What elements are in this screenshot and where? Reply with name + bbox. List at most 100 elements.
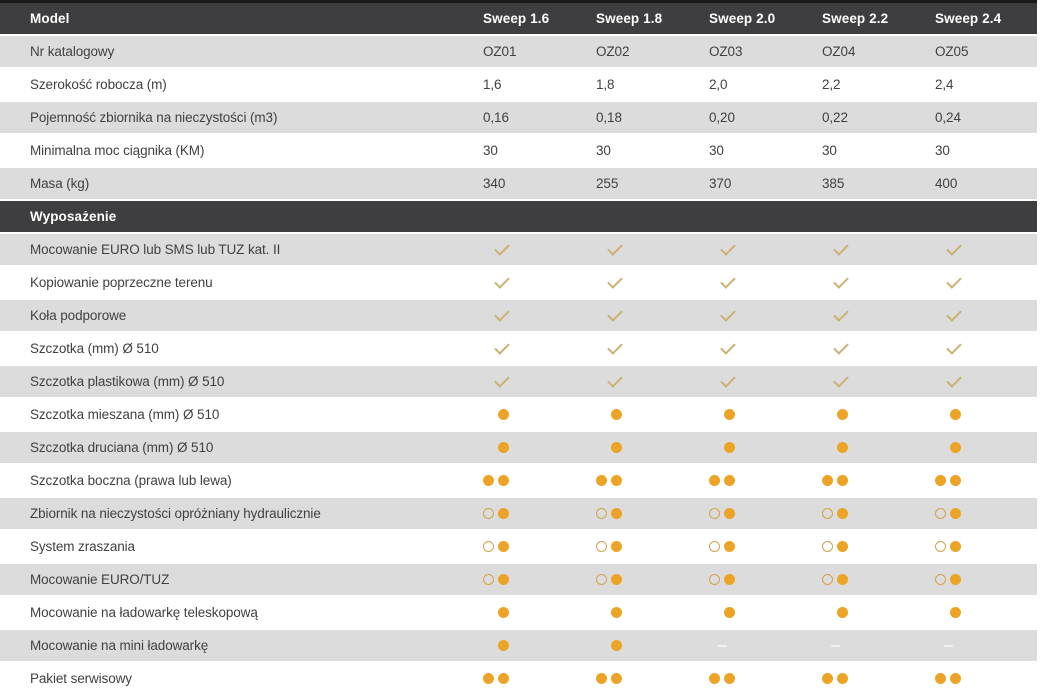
spec-value-col4: 2,2 [811,69,924,100]
filled-circle-icon [837,574,848,585]
filled-circle-icon [498,442,509,453]
icon-group [483,338,510,355]
check-icon [607,305,623,322]
hollow-circle-icon [483,541,494,552]
equipment-value-cell-col3 [698,663,811,694]
icon-group [596,508,622,519]
check-icon [607,338,623,355]
equipment-value-cell-col2 [585,630,698,661]
icon-group [483,475,509,486]
spec-row-label: Minimalna moc ciągnika (KM) [0,135,472,166]
icon-group [596,371,623,388]
equipment-value-cell-col1 [472,300,585,331]
filled-circle-icon [611,442,622,453]
filled-circle-icon [611,541,622,552]
spec-value-col5: 0,24 [924,102,1037,133]
icon-group [935,272,962,289]
icon-group [822,673,848,684]
spec-row-label: Nr katalogowy [0,36,472,67]
section-header-row: Wyposażenie [0,201,1037,234]
filled-circle-icon [724,607,735,618]
equipment-row: Szczotka plastikowa (mm) Ø 510 [0,366,1037,399]
equipment-value-cell-col3 [698,498,811,529]
equipment-value-cell-col4 [811,597,924,628]
icon-group [483,371,510,388]
equipment-value-cell-col5 [924,531,1037,562]
icon-group [935,371,962,388]
equipment-value-cell-col3 [698,630,811,661]
icon-group [822,442,848,453]
spec-value-col3: 30 [698,135,811,166]
equipment-value-cell-col1 [472,432,585,463]
check-icon [946,371,962,388]
spec-value-col2-text: OZ02 [596,44,630,59]
filled-circle-icon [611,673,622,684]
icon-group [935,541,961,552]
filled-circle-icon [611,409,622,420]
filled-circle-icon [950,508,961,519]
icon-group [935,305,962,322]
icon-group [822,574,848,585]
equipment-value-cell-col1 [472,531,585,562]
icon-group [709,442,735,453]
spec-value-col5: OZ05 [924,36,1037,67]
equipment-row-label-text: Mocowanie na ładowarkę teleskopową [30,605,258,620]
spec-value-col4: 385 [811,168,924,199]
spec-value-col4-text: 385 [822,176,845,191]
equipment-value-cell-col2 [585,564,698,595]
equipment-row: Koła podporowe [0,300,1037,333]
icon-group [483,442,509,453]
spec-value-col1: 1,6 [472,69,585,100]
icon-group [596,574,622,585]
check-icon [946,239,962,256]
dash-icon [717,644,727,647]
icon-group [822,239,849,256]
filled-circle-icon [724,541,735,552]
icon-group [483,541,509,552]
equipment-value-cell-col4 [811,333,924,364]
equipment-row-label: Mocowanie EURO/TUZ [0,564,472,595]
icon-group [822,371,849,388]
equipment-value-cell-col2 [585,432,698,463]
check-icon [607,371,623,388]
equipment-value-cell-col1 [472,366,585,397]
spec-value-col2: 255 [585,168,698,199]
equipment-row-label-text: Mocowanie na mini ładowarkę [30,638,209,653]
spec-value-col1: OZ01 [472,36,585,67]
filled-circle-icon [837,409,848,420]
equipment-value-cell-col1 [472,333,585,364]
spec-row-label-text: Masa (kg) [30,176,90,191]
icon-group [709,475,735,486]
check-icon [720,371,736,388]
equipment-value-cell-col5 [924,630,1037,661]
equipment-value-cell-col1 [472,663,585,694]
spec-value-col4-text: 0,22 [822,110,848,125]
equipment-row-label: Pakiet serwisowy [0,663,472,694]
equipment-row: Mocowanie na ładowarkę teleskopową [0,597,1037,630]
spec-value-col3: OZ03 [698,36,811,67]
check-icon [720,239,736,256]
icon-group [596,239,623,256]
equipment-value-cell-col1 [472,564,585,595]
check-icon [607,272,623,289]
equipment-value-cell-col5 [924,300,1037,331]
filled-circle-icon [822,673,833,684]
spec-value-col4-text: 2,2 [822,77,841,92]
filled-circle-icon [837,541,848,552]
filled-circle-icon [498,640,509,651]
filled-circle-icon [950,475,961,486]
filled-circle-icon [611,475,622,486]
equipment-value-cell-col5 [924,267,1037,298]
spec-value-col4-text: 30 [822,143,837,158]
check-icon [946,338,962,355]
spec-value-col1-text: 340 [483,176,506,191]
column-header-3-text: Sweep 2.0 [709,11,776,26]
filled-circle-icon [950,673,961,684]
icon-group [822,607,848,618]
icon-group [709,607,735,618]
equipment-value-cell-col2 [585,333,698,364]
equipment-value-cell-col5 [924,234,1037,265]
icon-group [822,272,849,289]
icon-group [935,673,961,684]
column-header-3: Sweep 2.0 [698,3,811,34]
